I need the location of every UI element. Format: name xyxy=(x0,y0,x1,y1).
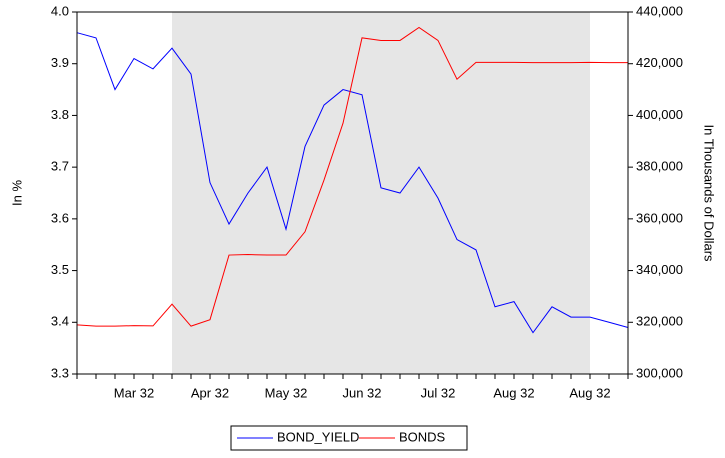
y2-tick-label: 400,000 xyxy=(636,107,683,122)
y-tick-label: 3.8 xyxy=(51,107,69,122)
x-tick-label: May 32 xyxy=(265,385,308,400)
x-tick-label: Jun 32 xyxy=(342,385,381,400)
plot-frame xyxy=(76,11,629,375)
x-tick-label: Apr 32 xyxy=(191,385,229,400)
y-tick-label: 4.0 xyxy=(51,3,69,18)
x-tick-label: Jul 32 xyxy=(421,385,456,400)
y-tick-label: 3.7 xyxy=(51,159,69,174)
y-tick-label: 3.9 xyxy=(51,55,69,70)
y2-tick-label: 300,000 xyxy=(636,365,683,380)
y-tick-label: 3.3 xyxy=(51,365,69,380)
y-axis-label: In % xyxy=(9,180,24,206)
y-tick-label: 3.5 xyxy=(51,262,69,277)
shaded-region xyxy=(172,12,590,374)
y2-axis-label: In Thousands of Dollars xyxy=(702,124,717,262)
y2-tick-label: 360,000 xyxy=(636,210,683,225)
y2-tick-label: 440,000 xyxy=(636,3,683,18)
y-tick-label: 3.6 xyxy=(51,210,69,225)
series-line xyxy=(76,26,628,327)
legend-label: BONDS xyxy=(399,429,446,444)
x-tick-label: Mar 32 xyxy=(114,385,154,400)
x-tick-label: Aug 32 xyxy=(493,385,534,400)
y2-tick-label: 340,000 xyxy=(636,262,683,277)
series-line xyxy=(76,32,629,334)
legend-label: BOND_YIELD xyxy=(277,429,359,444)
y2-tick-label: 380,000 xyxy=(636,159,683,174)
y2-tick-label: 420,000 xyxy=(636,55,683,70)
x-tick-label: Aug 32 xyxy=(569,385,610,400)
y-tick-label: 3.4 xyxy=(51,314,69,329)
y2-tick-label: 320,000 xyxy=(636,314,683,329)
